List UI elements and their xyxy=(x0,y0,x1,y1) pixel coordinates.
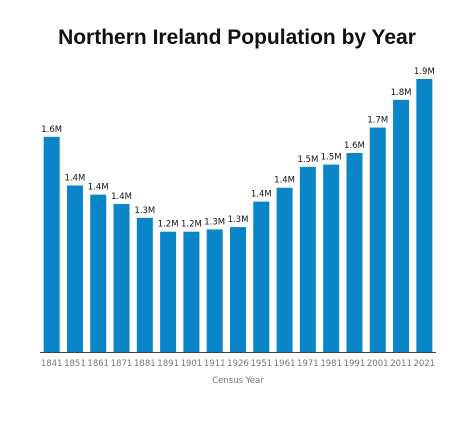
data-label-1841: 1.6M xyxy=(41,125,62,135)
data-label-1981: 1.5M xyxy=(321,153,342,163)
data-label-1861: 1.4M xyxy=(88,183,109,193)
x-tick-1881: 1881 xyxy=(134,359,156,369)
x-tick-labels-group: 1841 1851 1861 1871 1881 1891 1901 1911 1926 1951… xyxy=(41,359,435,369)
data-label-1991: 1.6M xyxy=(344,141,365,151)
bar-1841 xyxy=(43,136,60,352)
data-label-1951: 1.4M xyxy=(251,190,272,200)
data-label-1961: 1.4M xyxy=(274,176,295,186)
data-label-1891: 1.2M xyxy=(158,220,179,230)
x-tick-1991: 1991 xyxy=(344,359,366,369)
data-label-1971: 1.5M xyxy=(297,155,318,165)
x-tick-1971: 1971 xyxy=(297,359,319,369)
x-tick-1961: 1961 xyxy=(274,359,296,369)
x-tick-1841: 1841 xyxy=(41,359,63,369)
bar-2021 xyxy=(416,79,433,352)
x-tick-1851: 1851 xyxy=(64,359,86,369)
x-tick-1911: 1911 xyxy=(204,359,226,369)
bar-1901 xyxy=(183,231,200,352)
x-tick-1951: 1951 xyxy=(250,359,272,369)
bar-2011 xyxy=(393,99,410,352)
data-label-1881: 1.3M xyxy=(134,206,155,216)
bar-1971 xyxy=(299,166,316,352)
x-tick-2001: 2001 xyxy=(367,359,389,369)
bar-1851 xyxy=(66,185,83,352)
bar-1911 xyxy=(206,229,223,352)
x-tick-2011: 2011 xyxy=(390,359,412,369)
data-label-1926: 1.3M xyxy=(228,215,249,225)
x-tick-1871: 1871 xyxy=(111,359,133,369)
bar-1871 xyxy=(113,203,130,352)
data-label-1871: 1.4M xyxy=(111,192,132,202)
x-tick-1926: 1926 xyxy=(227,359,249,369)
bars-group xyxy=(43,79,433,352)
x-axis-title: Census Year xyxy=(212,376,264,386)
bar-1961 xyxy=(276,187,293,352)
bar-1891 xyxy=(160,231,177,352)
data-label-2011: 1.8M xyxy=(391,88,412,98)
x-tick-1901: 1901 xyxy=(181,359,203,369)
bar-1881 xyxy=(136,217,153,352)
x-tick-2021: 2021 xyxy=(414,359,436,369)
x-tick-1891: 1891 xyxy=(157,359,179,369)
data-label-1851: 1.4M xyxy=(65,173,86,183)
bar-1926 xyxy=(230,227,246,352)
x-tick-1981: 1981 xyxy=(320,359,342,369)
x-tick-1861: 1861 xyxy=(87,359,109,369)
bar-1991 xyxy=(346,153,363,352)
bar-1981 xyxy=(323,164,340,352)
data-label-2021: 1.9M xyxy=(414,67,435,77)
data-label-1901: 1.2M xyxy=(181,220,202,230)
data-label-1911: 1.3M xyxy=(204,217,225,227)
chart-title: Northern Ireland Population by Year xyxy=(58,26,416,49)
data-label-2001: 1.7M xyxy=(367,116,388,126)
bar-2001 xyxy=(369,127,386,352)
bar-1951 xyxy=(253,201,270,352)
data-labels-group: 1.6M1.4M1.4M1.4M1.3M1.2M 1.2M 1.3M 1.3M1.4M… xyxy=(41,67,435,230)
bar-1861 xyxy=(90,194,107,352)
